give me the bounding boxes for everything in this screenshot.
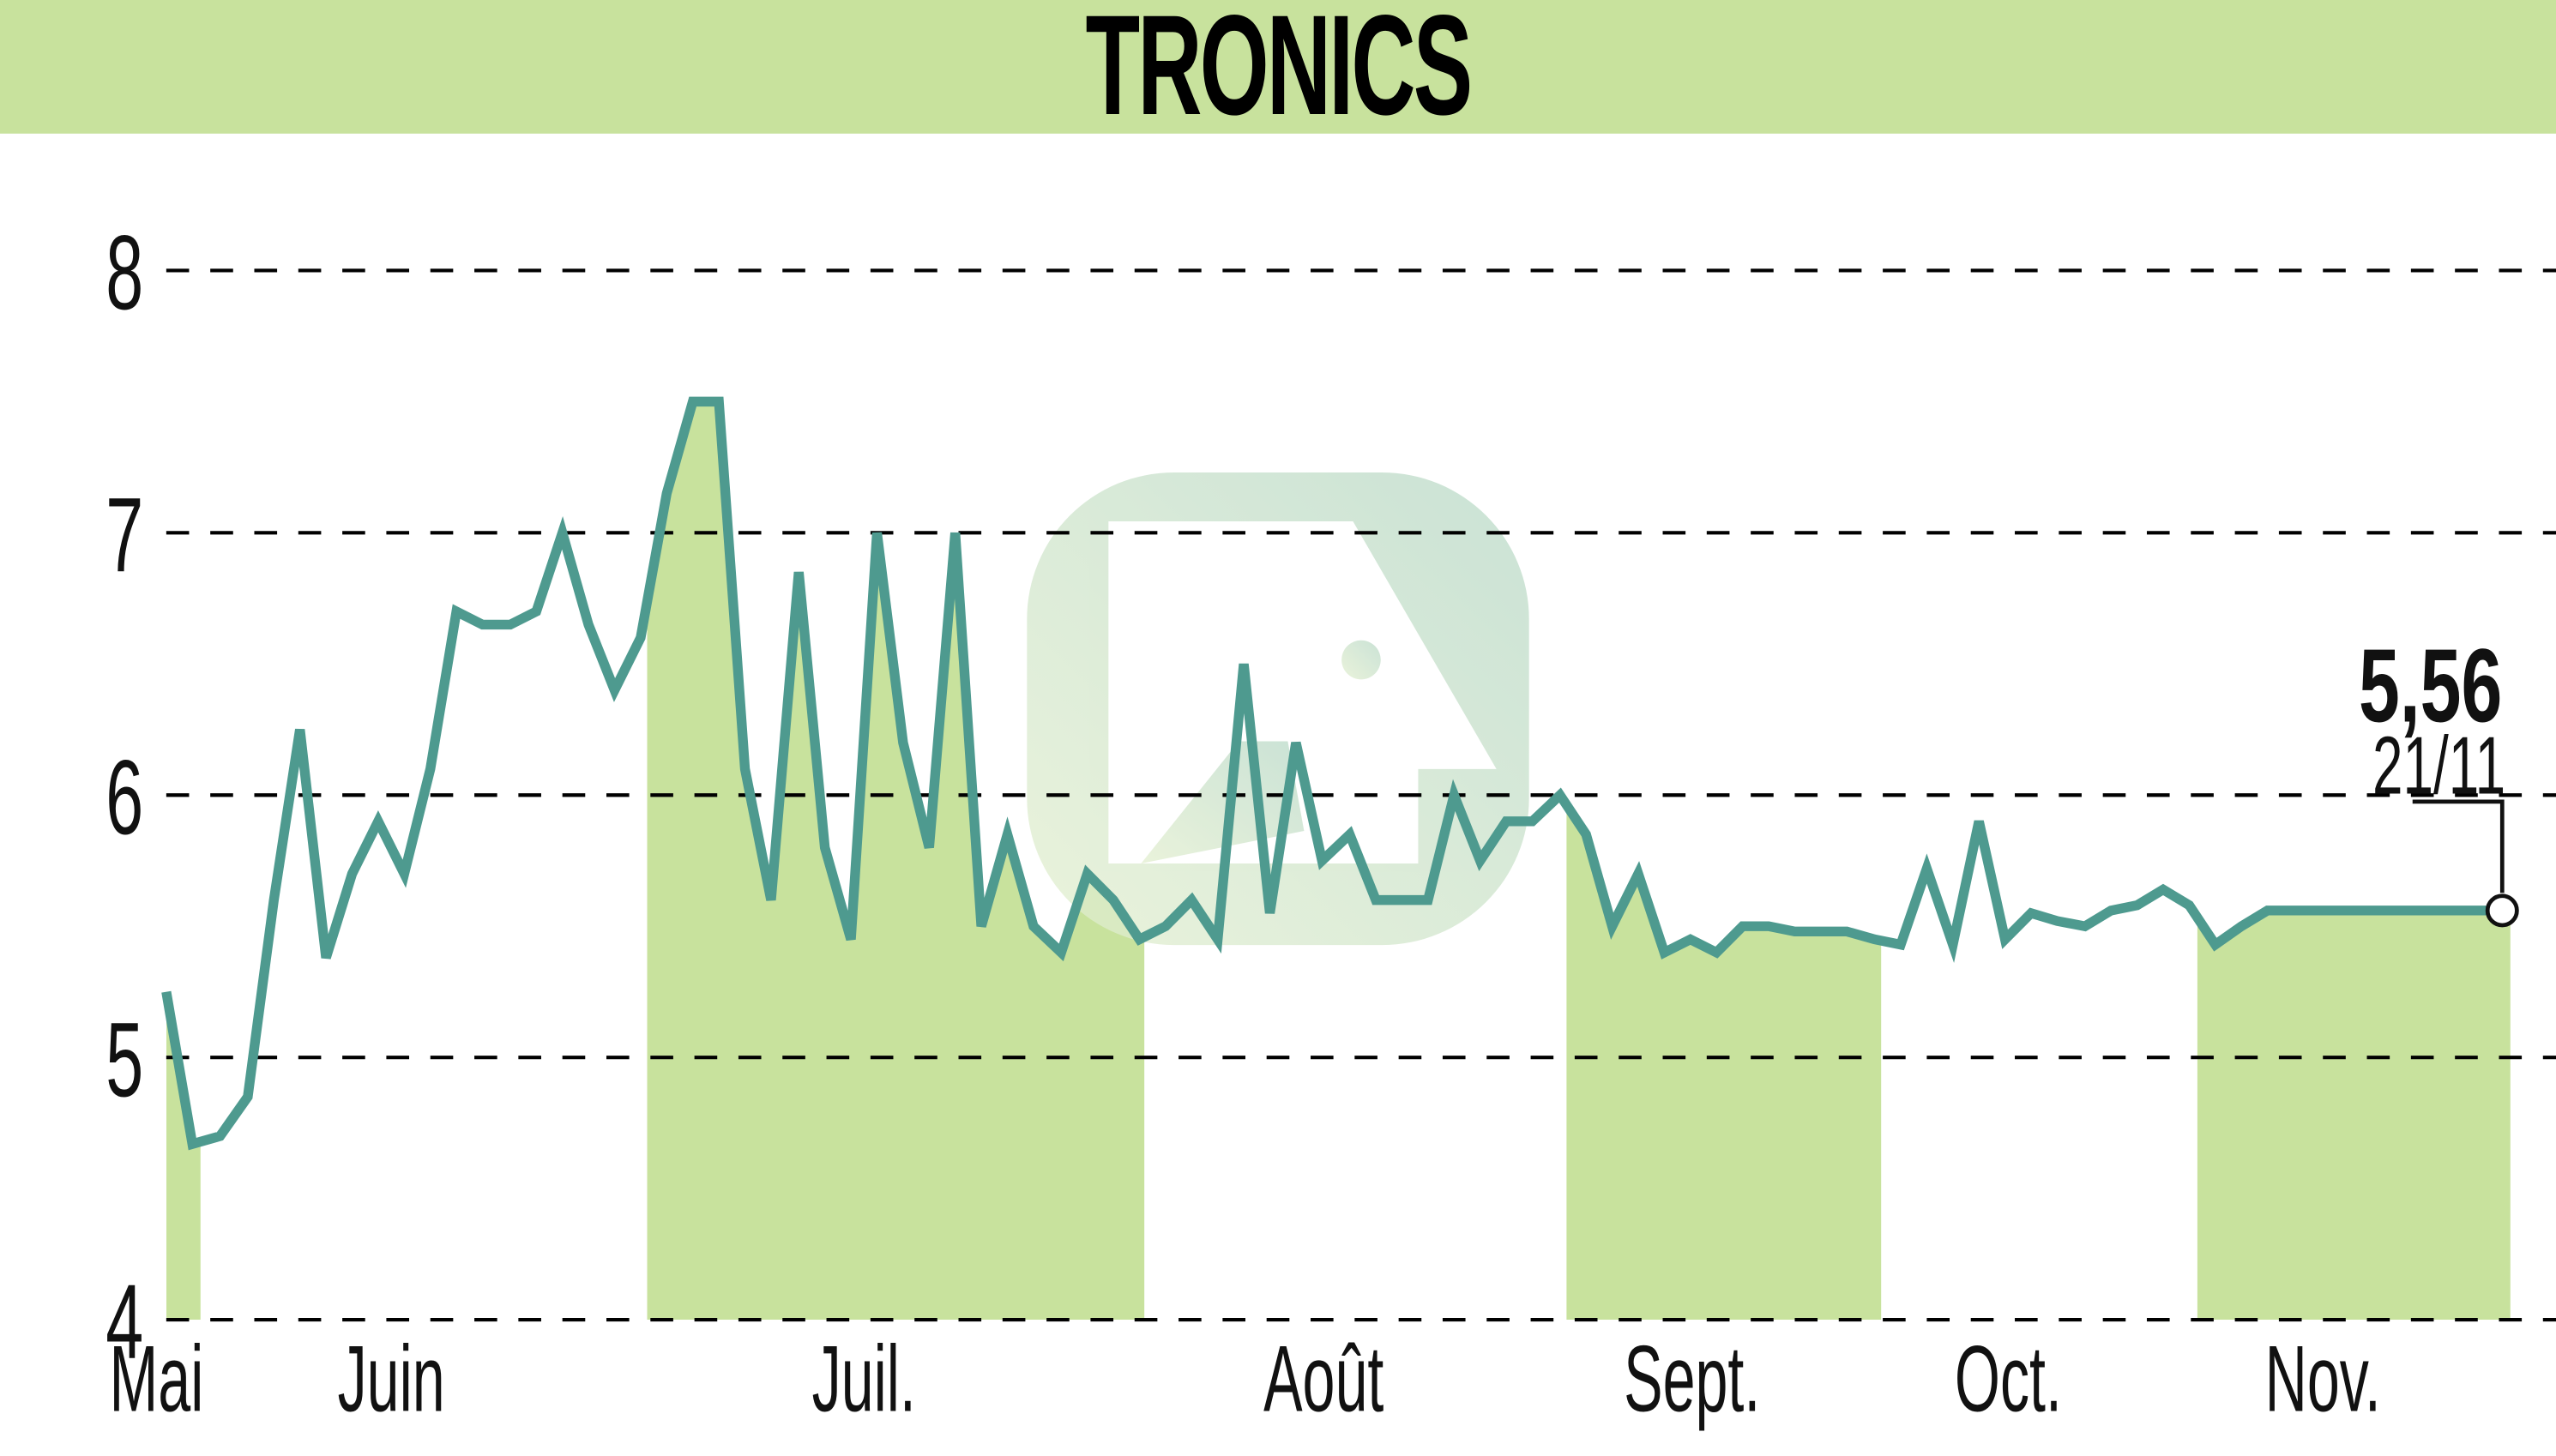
watermark-logo-icon	[1027, 472, 1529, 946]
x-tick-label: Août	[1263, 1327, 1383, 1431]
y-tick-label: 5	[105, 1000, 143, 1118]
x-tick-label: Sept.	[1624, 1327, 1760, 1431]
month-band-0	[166, 401, 201, 1321]
x-tick-label: Mai	[110, 1327, 204, 1431]
x-tick-label: Nov.	[2265, 1327, 2381, 1431]
x-tick-label: Oct.	[1955, 1327, 2062, 1431]
last-value-label: 5,56	[2359, 629, 2502, 744]
y-tick-label: 8	[105, 214, 143, 332]
chart-title: TRONICS	[1086, 0, 1471, 145]
y-tick-label: 4	[105, 1262, 143, 1381]
price-line	[161, 396, 2503, 1151]
month-band-2	[1566, 401, 1882, 1321]
y-axis-labels: 4 5 6 7 8	[105, 214, 143, 1381]
y-tick-label: 7	[105, 476, 143, 594]
last-point-marker-icon	[2485, 893, 2519, 928]
last-date-label: 21/11	[2372, 719, 2505, 811]
x-tick-label: Juin	[338, 1327, 445, 1431]
callout-leader-line	[2412, 799, 2505, 893]
last-value-callout: 5,56 21/11	[2359, 629, 2519, 928]
y-tick-label: 6	[105, 737, 143, 856]
x-axis-labels: Mai Juin Juil. Août Sept. Oct. Nov.	[110, 1327, 2381, 1431]
header-band	[0, 0, 2556, 134]
x-tick-label: Juil.	[812, 1327, 916, 1431]
